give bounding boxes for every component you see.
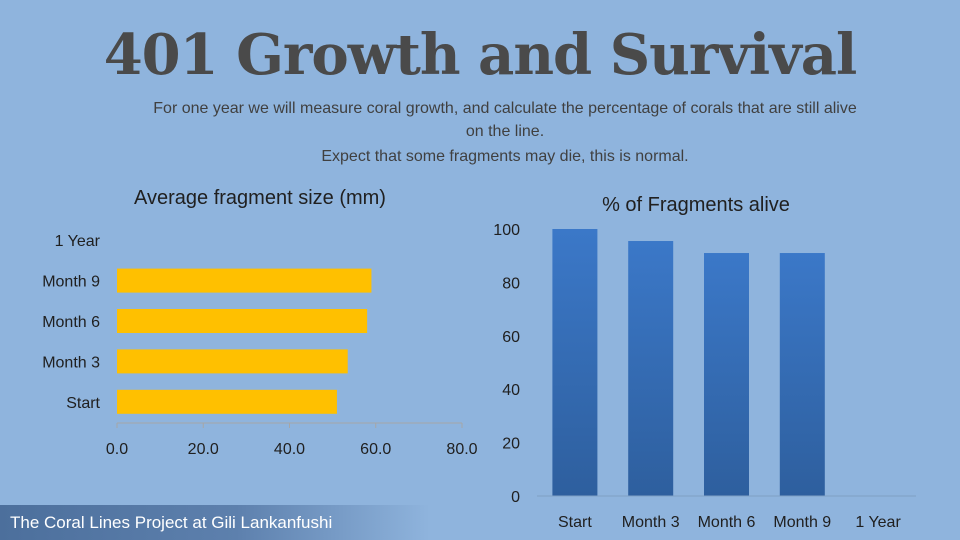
alive-y-tick-label: 20: [502, 436, 520, 453]
alive-bar: [779, 253, 825, 496]
alive-y-tick-label: 100: [493, 222, 520, 239]
alive-bar: [552, 229, 598, 496]
size-x-tick-label: 20.0: [188, 441, 219, 458]
size-category-label: Start: [66, 395, 100, 412]
slide-title: 401 Growth and Survival: [103, 22, 858, 88]
size-x-tick-label: 40.0: [274, 441, 305, 458]
alive-bar: [704, 253, 749, 496]
alive-y-tick-label: 0: [511, 489, 520, 506]
size-bar: [117, 268, 372, 293]
size-x-tick-label: 80.0: [446, 441, 477, 458]
size-category-label: Month 6: [42, 314, 100, 331]
alive-category-label: Month 3: [622, 514, 680, 531]
size-x-tick-label: 60.0: [360, 441, 391, 458]
slide-subtitle: For one year we will measure coral growt…: [153, 100, 857, 140]
alive-bar-chart: % of Fragments alive 0 20 40 60 80 100 Start Mo…: [493, 194, 916, 531]
size-chart-title: Average fragment size (mm): [134, 187, 386, 209]
slide-note: Expect that some fragments may die, this…: [321, 148, 689, 165]
size-bar: [117, 309, 368, 333]
size-bar-chart: Average fragment size (mm) Start Month 3 M…: [42, 187, 477, 458]
alive-bar: [628, 241, 674, 496]
alive-chart-title: % of Fragments alive: [602, 194, 790, 216]
size-category-label: Month 3: [42, 354, 100, 371]
alive-y-tick-label: 40: [502, 382, 520, 399]
alive-category-label: Month 9: [773, 514, 831, 531]
alive-category-label: Month 6: [698, 514, 756, 531]
alive-y-tick-label: 60: [502, 329, 520, 346]
size-bar: [117, 389, 337, 414]
size-bar: [117, 349, 348, 374]
footer-text: The Coral Lines Project at Gili Lankanfu…: [10, 513, 333, 532]
alive-category-label: Start: [558, 514, 592, 531]
alive-category-label: 1 Year: [855, 514, 901, 531]
size-category-label: 1 Year: [55, 233, 101, 250]
alive-y-tick-label: 80: [502, 275, 520, 292]
size-category-label: Month 9: [42, 274, 100, 291]
footer-banner: The Coral Lines Project at Gili Lankanfu…: [0, 505, 430, 540]
size-x-tick-label: 0.0: [106, 441, 128, 458]
